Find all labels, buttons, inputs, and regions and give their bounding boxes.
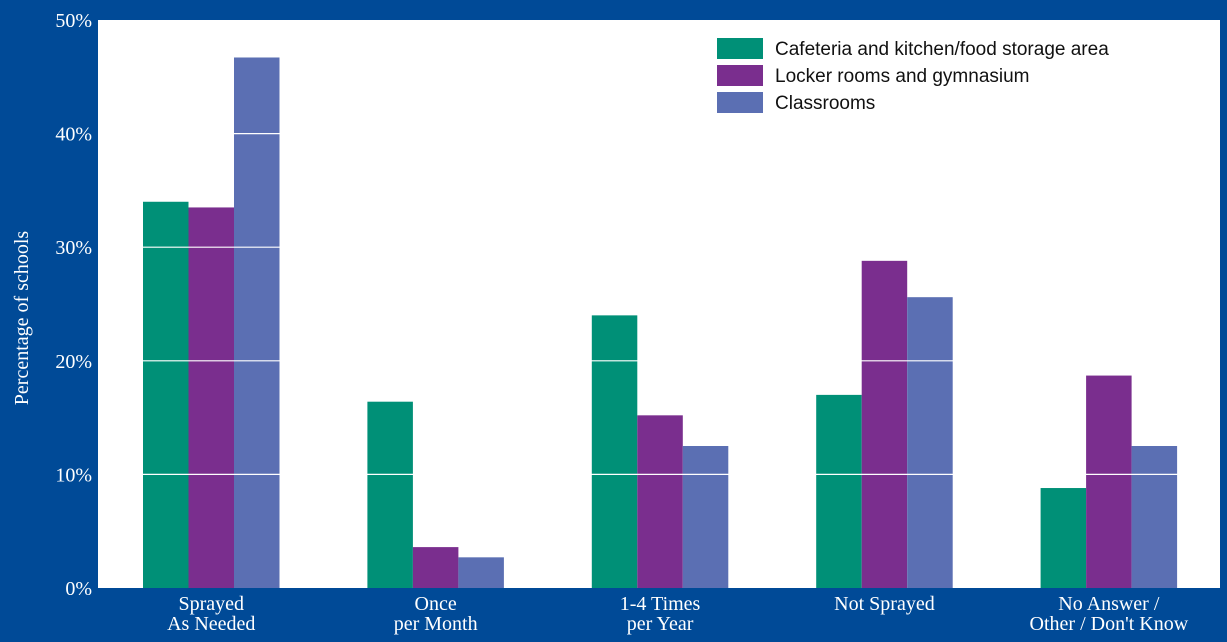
x-category-label: per Year [627, 613, 694, 635]
legend-label-3: Classrooms [775, 93, 875, 114]
bar-2-5 [1086, 375, 1132, 588]
bar-3-5 [1131, 446, 1178, 588]
bar-3-4 [907, 297, 953, 588]
bar-3-1 [234, 57, 280, 589]
y-tick-labels: 0% 10% 20% 30% 40% 50% [55, 10, 92, 600]
y-axis-title: Percentage of schools [11, 231, 33, 406]
x-category-label: Once [415, 593, 457, 615]
bar-2-1 [188, 207, 234, 588]
legend: Cafeteria and kitchen/food storage area L… [717, 38, 1109, 114]
bar-1-4 [816, 394, 862, 588]
x-category-label: per Month [394, 613, 478, 635]
y-tick-label: 50% [55, 10, 92, 32]
bar-1-1 [143, 201, 189, 588]
bar-1-2 [367, 401, 413, 588]
bar-1-3 [591, 315, 638, 588]
gridlines-group [98, 133, 1220, 475]
legend-swatch-2 [717, 65, 763, 86]
bar-2-4 [861, 260, 908, 588]
y-tick-label: 0% [65, 578, 92, 600]
x-category-label: As Needed [167, 613, 255, 635]
bar-3-2 [458, 557, 504, 588]
legend-swatch-3 [717, 92, 763, 113]
x-category-label: Sprayed [178, 593, 244, 615]
y-tick-label: 40% [55, 124, 92, 146]
x-category-label: Other / Don't Know [1030, 613, 1189, 635]
legend-label-1: Cafeteria and kitchen/food storage area [775, 39, 1109, 60]
bar-2-3 [637, 415, 683, 588]
x-category-label: No Answer / [1058, 593, 1160, 615]
legend-swatch-1 [717, 38, 763, 59]
bar-2-2 [412, 547, 459, 588]
x-category-label: 1-4 Times [620, 593, 701, 615]
y-tick-label: 30% [55, 237, 92, 259]
legend-label-2: Locker rooms and gymnasium [775, 66, 1030, 87]
bar-1-5 [1040, 488, 1087, 588]
y-tick-label: 10% [55, 464, 92, 486]
x-category-label: Not Sprayed [834, 593, 935, 615]
y-tick-label: 20% [55, 351, 92, 373]
bar-3-3 [682, 446, 729, 588]
